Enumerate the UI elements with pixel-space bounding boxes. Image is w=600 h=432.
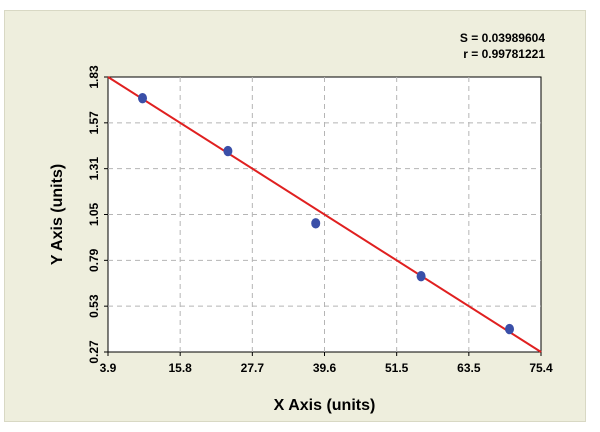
y-tick-label: 1.05: [87, 202, 101, 226]
x-tick-label: 15.8: [168, 361, 192, 375]
x-tick-label: 75.4: [529, 361, 553, 375]
x-tick-label: 27.7: [241, 361, 265, 375]
y-tick-label: 1.57: [87, 111, 101, 135]
y-tick-label: 1.31: [87, 157, 101, 181]
data-point: [311, 218, 321, 229]
s-stat-label: S = 0.03989604: [460, 31, 545, 45]
data-point: [416, 270, 426, 282]
tick-labels: 3.9 15.8 27.7 39.6 51.5 63.5 75.4 0.27 0.53 0.79 1…: [87, 65, 553, 375]
data-point: [223, 145, 233, 157]
r-stat-label: r = 0.99781221: [463, 47, 545, 61]
x-tick-label: 63.5: [457, 361, 481, 375]
data-points: [138, 92, 515, 335]
y-tick-label: 0.79: [87, 248, 101, 272]
x-axis-title: X Axis (units): [274, 397, 376, 414]
fit-line-group: [107, 76, 542, 353]
y-tick-label: 1.83: [87, 65, 101, 89]
x-tick-label: 51.5: [385, 361, 409, 375]
tick-marks: [104, 76, 542, 356]
data-point: [505, 323, 515, 335]
x-tick-label: 3.9: [100, 361, 117, 375]
x-tick-label: 39.6: [313, 361, 337, 375]
y-tick-label: 0.27: [87, 340, 101, 364]
y-tick-label: 0.53: [87, 294, 101, 318]
data-point: [138, 92, 148, 104]
y-axis-title: Y Axis (units): [49, 164, 66, 265]
fit-line: [107, 76, 542, 353]
